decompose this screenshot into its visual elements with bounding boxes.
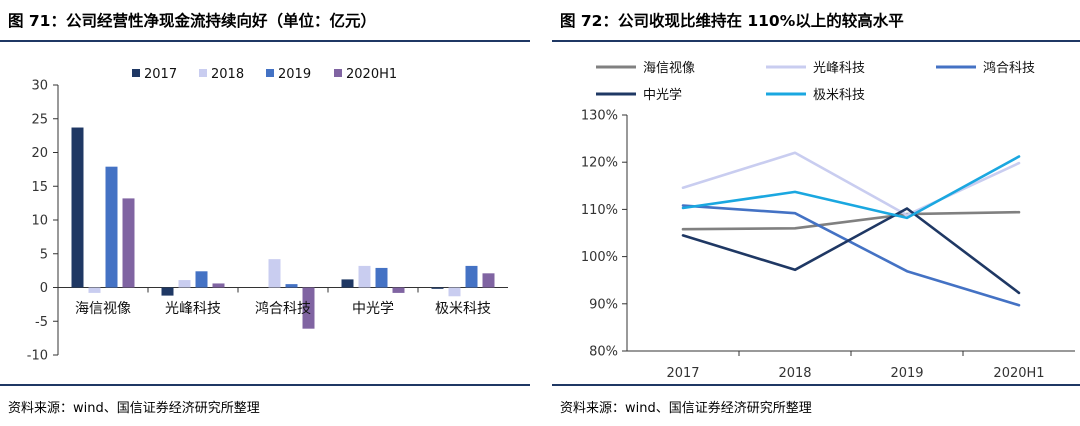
legend-label-鸿合科技: 鸿合科技 bbox=[983, 60, 1035, 76]
bar-中光学-2017 bbox=[341, 279, 354, 288]
y-tick-label: 30 bbox=[31, 79, 48, 94]
y-tick-label: 100% bbox=[581, 250, 618, 265]
legend-swatch-2017 bbox=[132, 69, 140, 77]
legend-label-2018: 2018 bbox=[211, 67, 244, 82]
y-tick-label: 0 bbox=[40, 281, 48, 296]
right-top-rule bbox=[552, 40, 1080, 42]
legend-swatch-2020H1 bbox=[334, 69, 342, 77]
bar-鸿合科技-2020H1 bbox=[302, 287, 315, 329]
series-line-中光学 bbox=[681, 207, 1021, 295]
bar-极米科技-2020H1 bbox=[482, 273, 495, 288]
y-tick-label: -5 bbox=[35, 315, 48, 330]
y-tick-label: 25 bbox=[31, 112, 48, 127]
y-tick-label: 130% bbox=[581, 109, 618, 124]
bar-光峰科技-2020H1 bbox=[212, 283, 225, 288]
series-line-光峰科技 bbox=[681, 151, 1021, 217]
bar-海信视像-2018 bbox=[88, 287, 101, 293]
x-tick-label: 2019 bbox=[890, 366, 923, 381]
bar-chart: 2017 2018 2019 2020H1 -10 -5 0 5 10 15 20 25 30 海信视像 光… bbox=[27, 67, 508, 364]
legend-label-2019: 2019 bbox=[278, 67, 311, 82]
y-tick-label: 20 bbox=[31, 146, 48, 161]
x-category-label: 极米科技 bbox=[435, 301, 491, 317]
series-line-海信视像 bbox=[681, 210, 1021, 231]
bar-极米科技-2019 bbox=[465, 265, 478, 288]
left-bottom-rule bbox=[0, 384, 530, 386]
legend-swatch-2018 bbox=[199, 69, 207, 77]
bar-光峰科技-2017 bbox=[161, 287, 174, 296]
legend-swatch-2019 bbox=[266, 69, 274, 77]
x-tick-label: 2017 bbox=[666, 366, 699, 381]
legend-label-中光学: 中光学 bbox=[643, 87, 682, 103]
x-category-label: 光峰科技 bbox=[165, 301, 221, 317]
y-tick-label: 15 bbox=[31, 180, 48, 195]
y-tick-label: 5 bbox=[40, 247, 48, 262]
left-chart-source: 资料来源：wind、国信证券经济研究所整理 bbox=[8, 401, 260, 416]
y-tick-label: 90% bbox=[589, 297, 618, 312]
y-tick-label: -10 bbox=[27, 349, 48, 364]
bar-鸿合科技-2019 bbox=[285, 284, 298, 288]
bar-海信视像-2019 bbox=[105, 166, 118, 288]
x-category-label: 中光学 bbox=[352, 301, 394, 317]
right-chart-panel: 图 72：公司收现比维持在 110%以上的较高水平 海信视像 光峰科技 鸿合科技中光… bbox=[552, 0, 1080, 426]
left-chart-panel: 图 71：公司经营性净现金流持续向好（单位：亿元） 2017 2018 2019 20… bbox=[0, 0, 530, 426]
x-category-label: 海信视像 bbox=[75, 301, 131, 317]
bar-极米科技-2018 bbox=[448, 287, 461, 297]
legend-label-光峰科技: 光峰科技 bbox=[813, 61, 865, 76]
legend-label-2020H1: 2020H1 bbox=[346, 67, 397, 82]
bar-极米科技-2017 bbox=[431, 287, 444, 289]
right-chart-source: 资料来源：wind、国信证券经济研究所整理 bbox=[560, 401, 812, 416]
bar-海信视像-2020H1 bbox=[122, 198, 135, 288]
bar-鸿合科技-2018 bbox=[268, 259, 281, 288]
left-top-rule bbox=[0, 40, 530, 42]
x-tick-label: 2018 bbox=[778, 366, 811, 381]
y-tick-label: 80% bbox=[589, 345, 618, 360]
legend-label-极米科技: 极米科技 bbox=[813, 88, 865, 103]
series-line-极米科技 bbox=[681, 155, 1021, 220]
x-category-label: 鸿合科技 bbox=[255, 300, 311, 317]
bar-光峰科技-2019 bbox=[195, 271, 208, 288]
x-tick-label: 2020H1 bbox=[993, 366, 1044, 381]
y-tick-label: 120% bbox=[581, 156, 618, 171]
bar-中光学-2020H1 bbox=[392, 287, 405, 293]
bar-中光学-2018 bbox=[358, 265, 371, 288]
legend-label-海信视像: 海信视像 bbox=[643, 61, 695, 76]
right-bottom-rule bbox=[552, 384, 1080, 386]
bar-中光学-2019 bbox=[375, 267, 388, 288]
y-tick-label: 10 bbox=[31, 214, 48, 229]
bar-海信视像-2017 bbox=[71, 127, 84, 288]
series-line-鸿合科技 bbox=[681, 204, 1021, 307]
y-tick-label: 110% bbox=[581, 203, 618, 218]
right-chart-title: 图 72：公司收现比维持在 110%以上的较高水平 bbox=[560, 12, 904, 30]
bar-光峰科技-2018 bbox=[178, 280, 191, 288]
left-chart-title: 图 71：公司经营性净现金流持续向好（单位：亿元） bbox=[8, 12, 376, 30]
legend-label-2017: 2017 bbox=[144, 67, 177, 82]
